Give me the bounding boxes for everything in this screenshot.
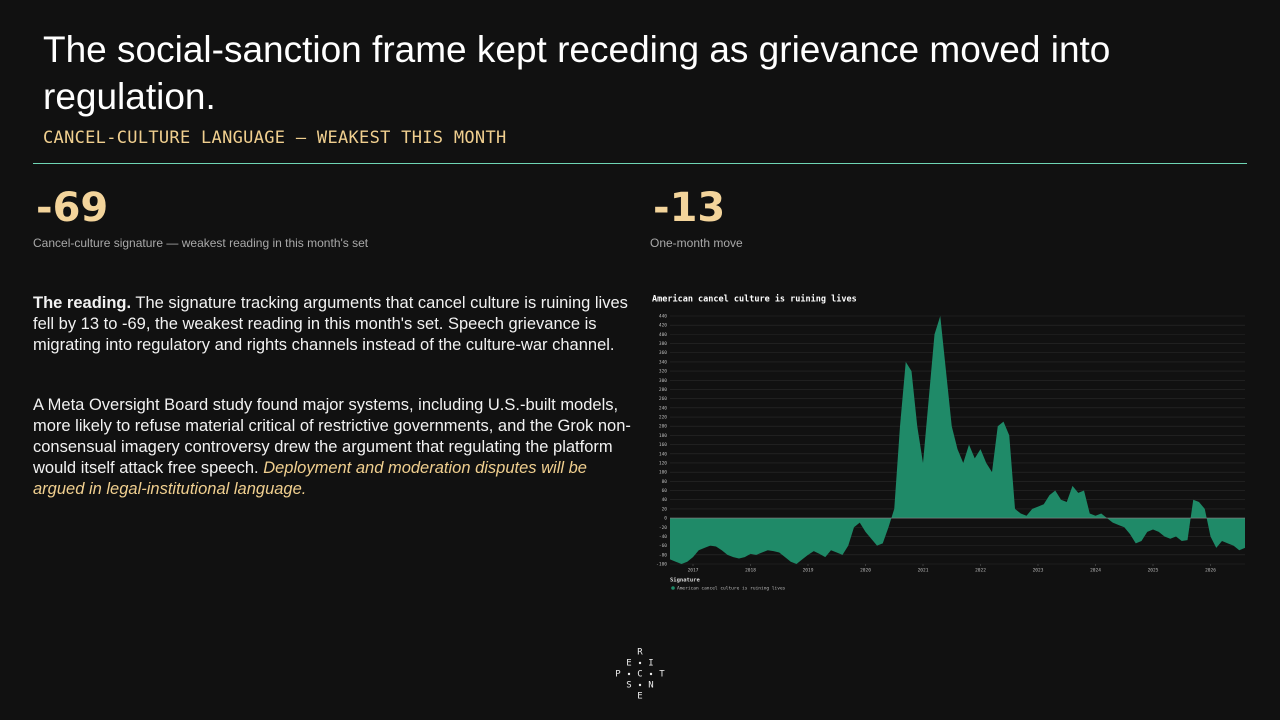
y-tick-label: 100 bbox=[659, 470, 667, 476]
y-tick-label: 320 bbox=[659, 369, 667, 375]
y-tick-label: -40 bbox=[659, 534, 667, 540]
y-tick-label: 420 bbox=[659, 323, 667, 329]
y-tick-label: 360 bbox=[659, 350, 667, 356]
y-tick-label: 240 bbox=[659, 405, 667, 411]
divider bbox=[33, 163, 1247, 164]
y-tick-label: 40 bbox=[662, 497, 668, 503]
x-tick-label: 2025 bbox=[1148, 568, 1159, 574]
stat-value: -13 bbox=[653, 185, 726, 231]
legend-title: Signature bbox=[670, 578, 700, 584]
x-tick-label: 2021 bbox=[918, 568, 929, 574]
stat-label: One-month move bbox=[650, 236, 743, 250]
x-tick-label: 2018 bbox=[745, 568, 756, 574]
y-tick-label: 260 bbox=[659, 396, 667, 402]
x-tick-label: 2026 bbox=[1205, 568, 1216, 574]
text: A Meta Oversight Board study found major… bbox=[33, 396, 631, 477]
x-tick-label: 2019 bbox=[803, 568, 814, 574]
y-tick-label: 280 bbox=[659, 387, 667, 393]
logo-letter: E bbox=[626, 659, 631, 669]
y-tick-label: 20 bbox=[662, 506, 668, 512]
legend-label: American cancel culture is ruining lives bbox=[677, 586, 786, 592]
paragraph: A Meta Oversight Board study found major… bbox=[33, 395, 633, 500]
y-tick-label: 220 bbox=[659, 415, 667, 421]
chart-title: American cancel culture is ruining lives bbox=[652, 294, 857, 305]
lead: The reading. bbox=[33, 294, 132, 312]
logo-dot bbox=[627, 672, 631, 676]
logo-letter: I bbox=[648, 659, 653, 669]
emphasis: Deployment and moderation disputes will … bbox=[33, 459, 587, 498]
logo-dot bbox=[638, 661, 642, 665]
logo-letter: N bbox=[648, 681, 653, 691]
y-tick-label: 0 bbox=[664, 516, 667, 522]
y-tick-label: -20 bbox=[659, 525, 667, 531]
y-tick-label: 300 bbox=[659, 378, 667, 384]
legend-swatch bbox=[671, 586, 675, 590]
y-tick-label: 440 bbox=[659, 314, 667, 320]
stat-label: Cancel-culture signature — weakest readi… bbox=[33, 236, 369, 250]
y-tick-label: 180 bbox=[659, 433, 667, 439]
x-tick-label: 2017 bbox=[688, 568, 699, 574]
logo-letter: C bbox=[637, 670, 642, 680]
logo-letter: E bbox=[637, 692, 642, 702]
logo-letter: T bbox=[659, 670, 665, 680]
stat-value: -69 bbox=[36, 185, 109, 231]
logo-dot bbox=[649, 672, 653, 676]
logo: R E I P C T S N E bbox=[615, 648, 665, 702]
slide-title: The social-sanction frame kept receding … bbox=[43, 29, 1111, 117]
text: The signature tracking arguments that ca… bbox=[33, 294, 628, 354]
y-tick-label: -100 bbox=[656, 562, 667, 568]
y-tick-label: 160 bbox=[659, 442, 667, 448]
y-tick-label: 120 bbox=[659, 460, 667, 466]
y-tick-label: -60 bbox=[659, 543, 667, 549]
x-tick-label: 2020 bbox=[860, 568, 871, 574]
x-tick-label: 2024 bbox=[1090, 568, 1101, 574]
y-tick-label: 400 bbox=[659, 332, 667, 338]
y-tick-label: -80 bbox=[659, 552, 667, 558]
y-tick-label: 380 bbox=[659, 341, 667, 347]
x-tick-label: 2022 bbox=[975, 568, 986, 574]
paragraph: The reading. The signature tracking argu… bbox=[33, 293, 633, 356]
logo-letter: R bbox=[637, 648, 643, 658]
area bbox=[670, 316, 1245, 564]
slide-subtitle: CANCEL-CULTURE LANGUAGE — WEAKEST THIS M… bbox=[43, 128, 507, 148]
logo-letter: S bbox=[626, 681, 631, 691]
y-tick-label: 140 bbox=[659, 451, 667, 457]
y-tick-label: 200 bbox=[659, 424, 667, 430]
x-tick-label: 2023 bbox=[1033, 568, 1044, 574]
y-tick-label: 340 bbox=[659, 359, 667, 365]
y-tick-label: 80 bbox=[662, 479, 668, 485]
logo-letter: P bbox=[615, 670, 621, 680]
logo-dot bbox=[638, 683, 642, 687]
y-tick-label: 60 bbox=[662, 488, 668, 494]
